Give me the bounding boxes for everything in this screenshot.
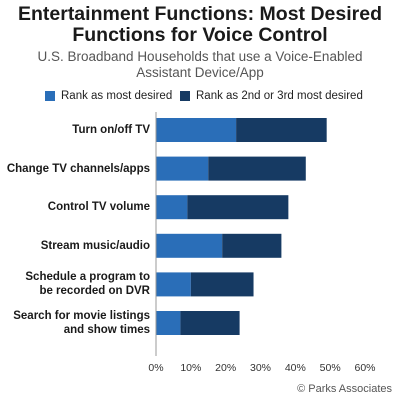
category-label: Stream music/audio — [40, 239, 150, 252]
category-label: Change TV channels/apps — [6, 162, 150, 175]
x-tick-label: 40% — [284, 362, 306, 374]
legend-swatch-2nd-3rd — [180, 91, 190, 101]
legend-item-2nd-3rd: Rank as 2nd or 3rd most desired — [180, 90, 363, 102]
category-label: Control TV volume — [47, 201, 150, 214]
x-tick-label: 0% — [148, 362, 164, 374]
bar-change-tv-channels-apps-2nd-3rd — [208, 156, 306, 181]
bar-control-tv-volume-most-desired — [156, 195, 188, 220]
x-tick-label: 50% — [319, 362, 341, 374]
category-label-line: Schedule a program to — [25, 271, 150, 284]
bar-schedule-a-program-to-be-recorded-on-dvr-most-desired — [156, 272, 191, 297]
bar-search-for-movie-listings-and-show-times-most-desired — [156, 311, 181, 335]
bar-change-tv-channels-apps-most-desired — [156, 156, 209, 181]
bar-search-for-movie-listings-and-show-times-2nd-3rd — [180, 311, 240, 335]
bar-turn-on-off-tv-2nd-3rd — [236, 118, 327, 142]
bar-stream-music-audio-2nd-3rd — [222, 233, 282, 258]
x-tick-label: 60% — [354, 362, 376, 374]
source-credit: © Parks Associates — [297, 383, 392, 395]
category-label-line: be recorded on DVR — [39, 285, 150, 298]
x-tick-label: 20% — [215, 362, 237, 374]
chart-title: Entertainment Functions: Most Desired Fun… — [17, 3, 383, 46]
legend-label-2nd-3rd: Rank as 2nd or 3rd most desired — [196, 90, 363, 102]
bar-schedule-a-program-to-be-recorded-on-dvr-2nd-3rd — [190, 272, 254, 297]
category-label-line: and show times — [63, 324, 150, 336]
category-label-line: Search for movie listings — [13, 310, 150, 322]
legend-item-most-desired: Rank as most desired — [45, 90, 172, 102]
category-label: Turn on/off TV — [72, 124, 150, 136]
x-tick-label: 10% — [180, 362, 202, 374]
legend: Rank as most desired Rank as 2nd or 3rd … — [0, 90, 400, 104]
legend-swatch-most-desired — [45, 91, 55, 101]
category-label: Search for movie listings and show times — [0, 309, 150, 337]
bar-control-tv-volume-2nd-3rd — [187, 195, 289, 220]
bar-turn-on-off-tv-most-desired — [156, 118, 237, 142]
x-tick-label: 30% — [249, 362, 272, 374]
legend-label-most-desired: Rank as most desired — [61, 90, 173, 102]
chart-subtitle: U.S. Broadband Households that use a Voi… — [37, 49, 363, 80]
category-label: Schedule a program to be recorded on DVR — [0, 270, 150, 298]
bar-stream-music-audio-most-desired — [156, 233, 223, 258]
